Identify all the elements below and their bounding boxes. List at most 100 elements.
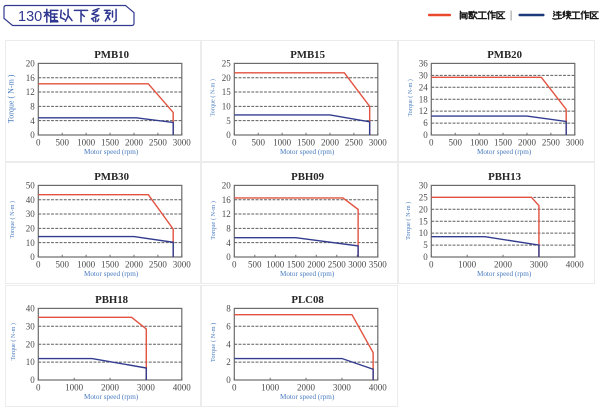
svg-text:5: 5 <box>423 240 428 250</box>
svg-text:PBH18: PBH18 <box>95 294 129 306</box>
svg-text:36: 36 <box>419 59 429 69</box>
svg-text:3000: 3000 <box>566 138 585 148</box>
svg-text:0: 0 <box>423 252 428 262</box>
svg-text:PMB10: PMB10 <box>94 49 129 61</box>
svg-text:50: 50 <box>26 181 36 191</box>
svg-text:0: 0 <box>423 130 428 140</box>
svg-text:Motor speed (rpm): Motor speed (rpm) <box>84 270 139 278</box>
svg-text:10: 10 <box>419 228 429 238</box>
svg-text:2000: 2000 <box>494 260 513 270</box>
svg-text:Motor speed (rpm): Motor speed (rpm) <box>280 270 335 278</box>
svg-text:3000: 3000 <box>530 260 549 270</box>
svg-text:3500: 3500 <box>369 260 388 270</box>
svg-text:500: 500 <box>251 138 265 148</box>
svg-text:1000: 1000 <box>261 382 280 392</box>
svg-text:25: 25 <box>222 59 232 69</box>
svg-text:20: 20 <box>26 223 36 233</box>
svg-text:8: 8 <box>30 101 35 111</box>
svg-text:PLC08: PLC08 <box>291 294 324 306</box>
svg-text:Torque ( N-m ): Torque ( N-m ) <box>405 202 412 240</box>
svg-text:3000: 3000 <box>369 138 388 148</box>
svg-text:0: 0 <box>226 375 231 385</box>
svg-text:1500: 1500 <box>101 260 120 270</box>
svg-text:8: 8 <box>226 223 231 233</box>
svg-text:3000: 3000 <box>173 260 192 270</box>
svg-text:Motor speed (rpm): Motor speed (rpm) <box>477 270 532 278</box>
svg-text:500: 500 <box>55 138 69 148</box>
svg-text:12: 12 <box>419 106 428 116</box>
svg-text:30: 30 <box>26 209 36 219</box>
svg-text:2500: 2500 <box>328 260 347 270</box>
svg-text:Torque ( N-m ): Torque ( N-m ) <box>210 322 217 361</box>
svg-text:40: 40 <box>26 195 36 205</box>
svg-text:3000: 3000 <box>137 382 156 392</box>
svg-text:15: 15 <box>222 87 232 97</box>
svg-text:2000: 2000 <box>307 260 326 270</box>
svg-text:0: 0 <box>36 260 41 270</box>
svg-text:2000: 2000 <box>297 382 316 392</box>
svg-text:3000: 3000 <box>173 138 192 148</box>
svg-text:2000: 2000 <box>321 138 340 148</box>
svg-text:18: 18 <box>419 94 429 104</box>
svg-text:20: 20 <box>26 59 36 69</box>
svg-text:Motor speed (rpm): Motor speed (rpm) <box>84 148 139 156</box>
svg-text:PMB20: PMB20 <box>487 49 522 61</box>
svg-text:3000: 3000 <box>348 260 367 270</box>
svg-text:4: 4 <box>30 116 35 126</box>
svg-text:0: 0 <box>36 138 41 148</box>
svg-text:30: 30 <box>26 321 36 331</box>
svg-text:4000: 4000 <box>369 382 388 392</box>
svg-text:2000: 2000 <box>125 260 144 270</box>
svg-text:2500: 2500 <box>542 138 561 148</box>
svg-text:Motor speed (rpm): Motor speed (rpm) <box>84 392 139 400</box>
svg-text:Torque ( N-m ): Torque ( N-m ) <box>10 323 17 361</box>
svg-text:2500: 2500 <box>345 138 364 148</box>
svg-text:1500: 1500 <box>297 138 316 148</box>
svg-text:Motor speed (rpm): Motor speed (rpm) <box>477 148 532 156</box>
svg-text:1000: 1000 <box>65 382 84 392</box>
svg-text:2: 2 <box>226 357 231 367</box>
svg-text:3000: 3000 <box>333 382 352 392</box>
svg-text:6: 6 <box>423 118 428 128</box>
svg-text:0: 0 <box>429 260 434 270</box>
svg-text:20: 20 <box>222 73 232 83</box>
svg-text:10: 10 <box>26 238 36 248</box>
svg-text:500: 500 <box>55 260 69 270</box>
svg-text:6: 6 <box>226 321 231 331</box>
svg-text:500: 500 <box>448 138 462 148</box>
svg-text:1000: 1000 <box>77 138 96 148</box>
svg-text:Torque ( N-m ): Torque ( N-m ) <box>9 201 16 239</box>
svg-text:0: 0 <box>30 252 35 262</box>
svg-text:Motor speed (rpm): Motor speed (rpm) <box>280 392 335 400</box>
svg-text:4000: 4000 <box>173 382 192 392</box>
svg-text:0: 0 <box>429 138 434 148</box>
svg-text:4: 4 <box>226 339 231 349</box>
svg-text:2000: 2000 <box>125 138 144 148</box>
svg-text:4: 4 <box>226 238 231 248</box>
svg-text:Torque ( N-m ): Torque ( N-m ) <box>7 74 16 123</box>
svg-text:1000: 1000 <box>470 138 489 148</box>
svg-text:1500: 1500 <box>287 260 306 270</box>
svg-text:30: 30 <box>419 181 429 191</box>
svg-text:30: 30 <box>419 70 429 80</box>
svg-text:Torque ( N-m ): Torque ( N-m ) <box>407 79 414 117</box>
svg-text:10: 10 <box>222 101 232 111</box>
svg-text:1000: 1000 <box>273 138 292 148</box>
svg-text:1000: 1000 <box>266 260 285 270</box>
svg-text:0: 0 <box>30 375 35 385</box>
svg-text:2500: 2500 <box>149 260 168 270</box>
svg-text:0: 0 <box>232 260 237 270</box>
svg-text:Torque ( N-m ): Torque ( N-m ) <box>210 79 217 117</box>
svg-text:2500: 2500 <box>149 138 168 148</box>
svg-text:1500: 1500 <box>494 138 513 148</box>
svg-text:5: 5 <box>226 116 231 126</box>
svg-text:8: 8 <box>226 303 231 313</box>
svg-text:PMB30: PMB30 <box>94 171 129 183</box>
svg-text:0: 0 <box>226 130 231 140</box>
svg-text:20: 20 <box>26 339 36 349</box>
svg-text:PBH13: PBH13 <box>488 171 522 183</box>
svg-text:0: 0 <box>36 382 41 392</box>
svg-text:130: 130 <box>18 9 42 25</box>
svg-text:10: 10 <box>26 357 36 367</box>
svg-text:0: 0 <box>30 130 35 140</box>
